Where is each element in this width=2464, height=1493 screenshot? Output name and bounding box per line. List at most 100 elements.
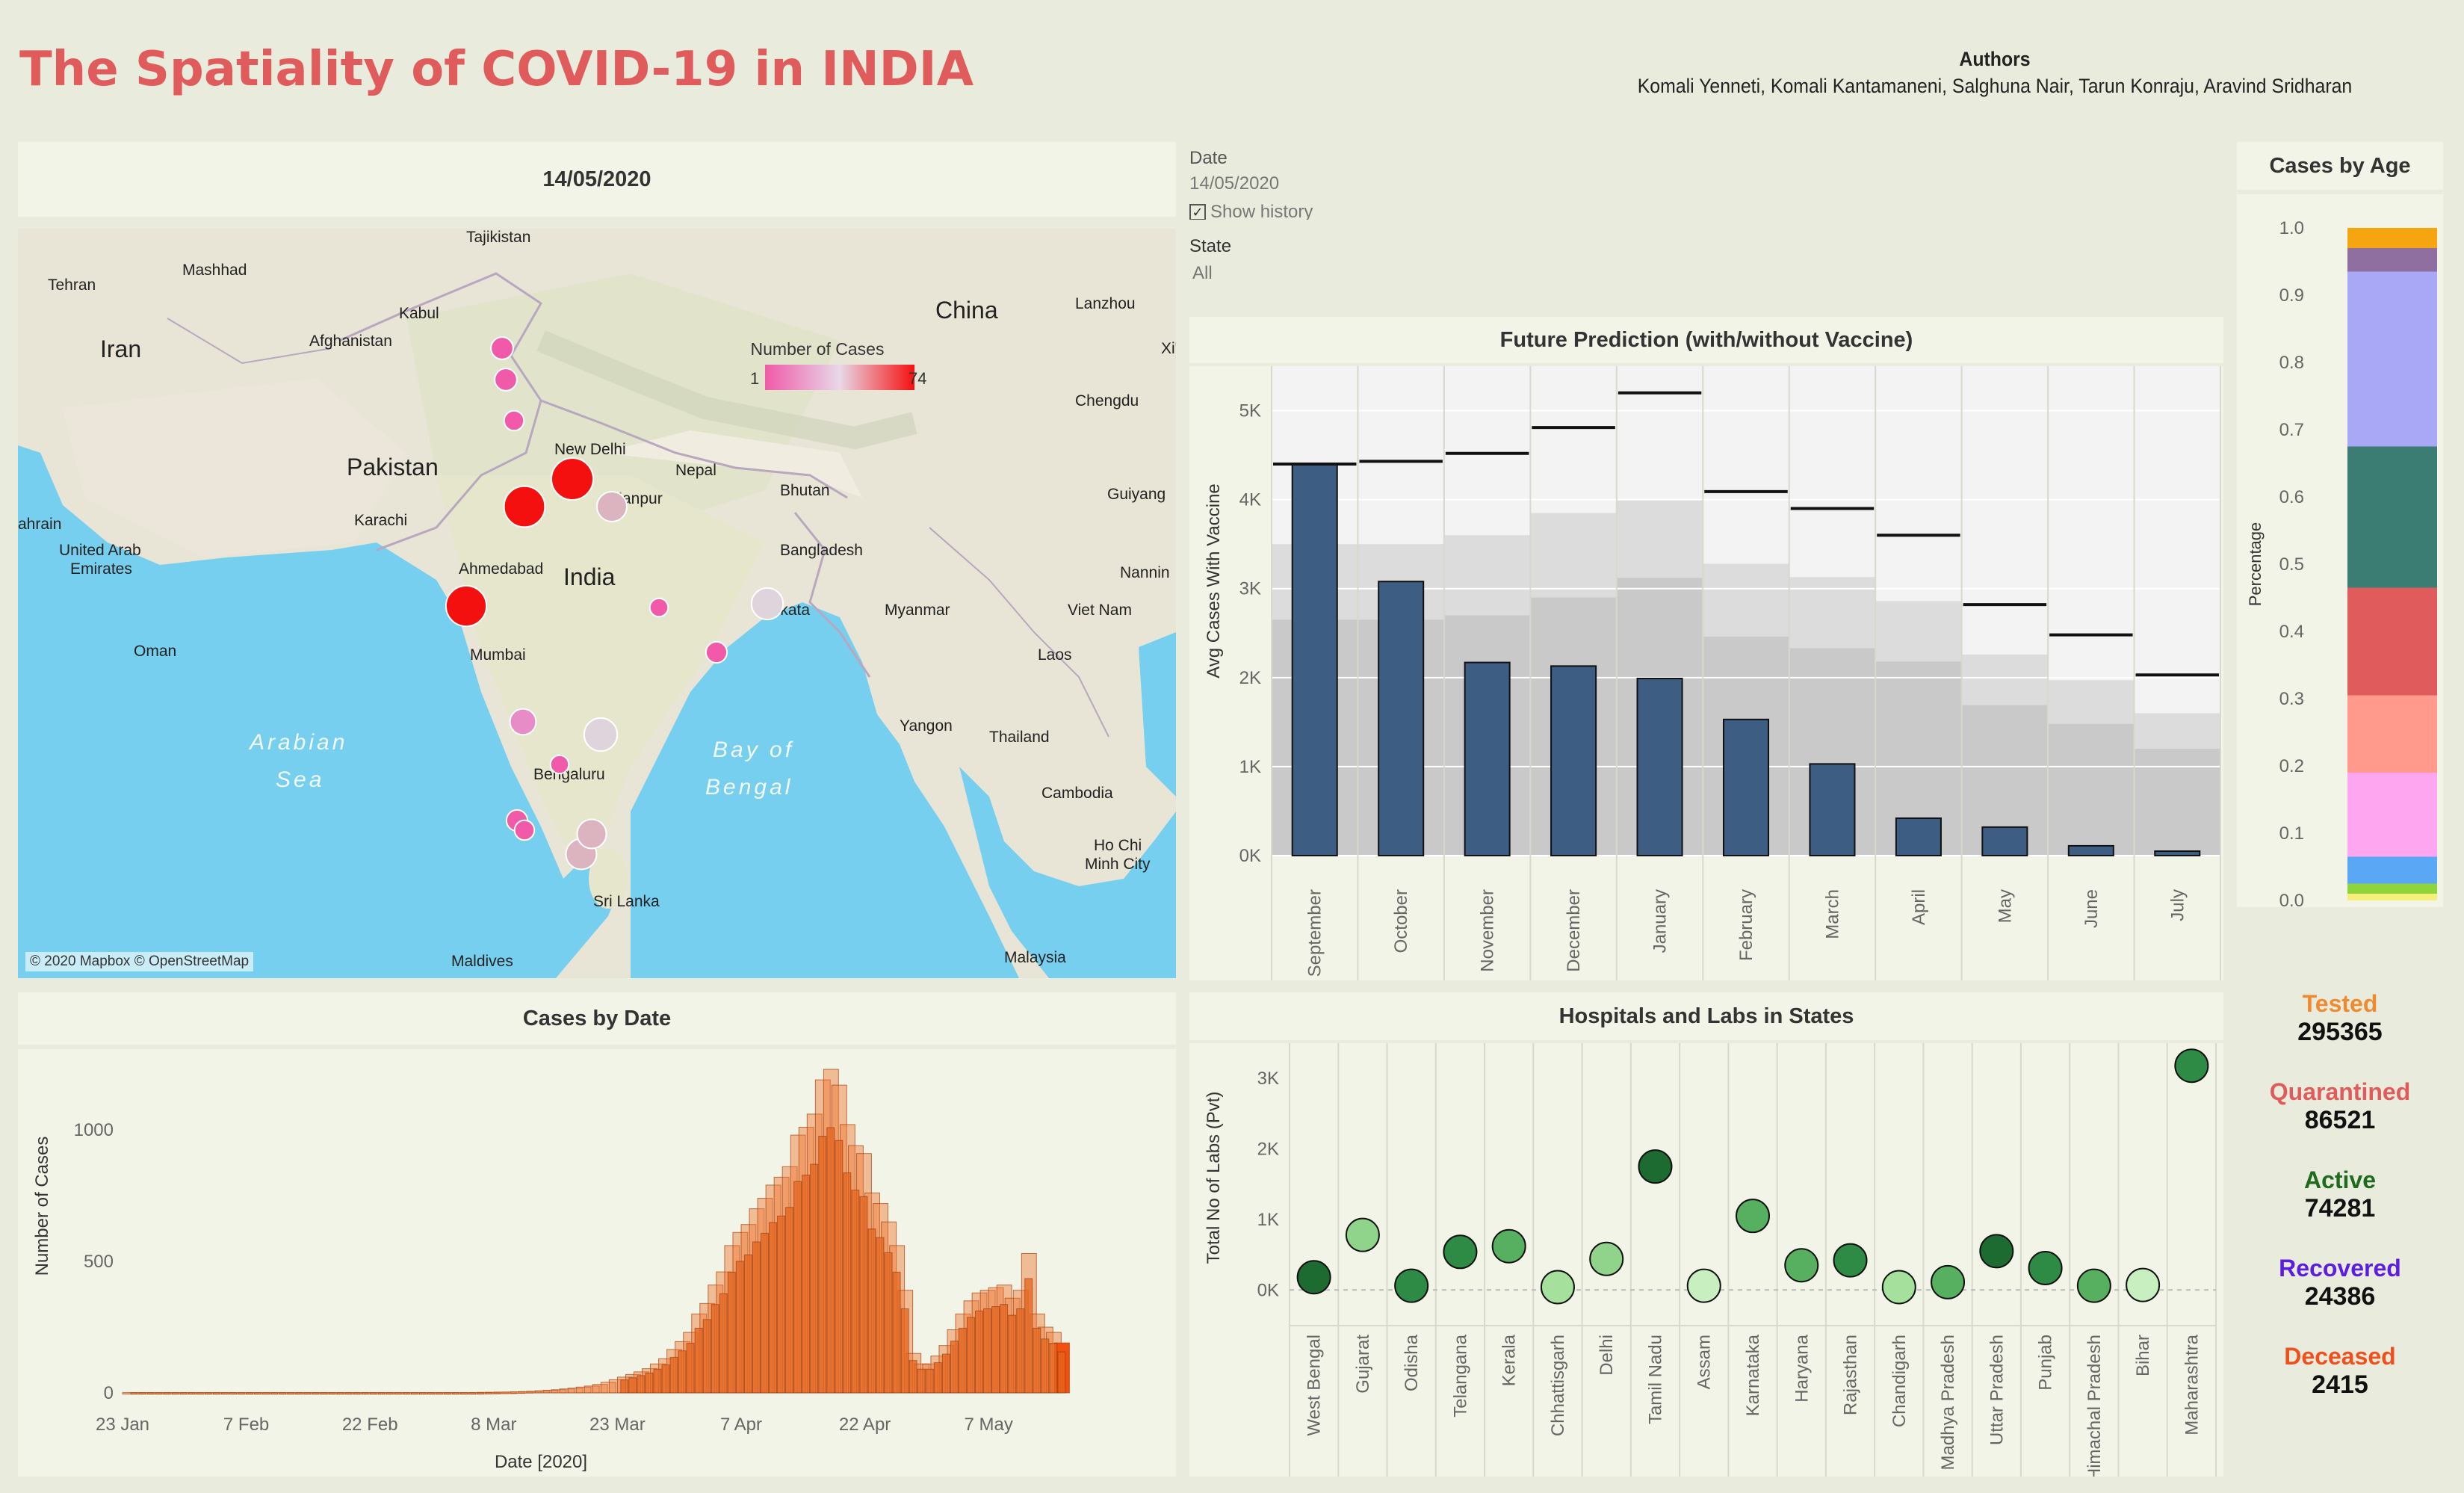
cases-bar[interactable]: [336, 1392, 353, 1395]
cases-bar-overlay[interactable]: [958, 1327, 967, 1394]
labs-point[interactable]: [1443, 1234, 1478, 1270]
labs-point[interactable]: [1394, 1268, 1429, 1303]
map-case-bubble[interactable]: [503, 409, 525, 432]
cases-bar-overlay[interactable]: [876, 1237, 885, 1394]
cases-bar-overlay[interactable]: [752, 1241, 761, 1394]
cases-bar-overlay[interactable]: [620, 1379, 629, 1394]
age-segment[interactable]: [2347, 446, 2437, 588]
map-case-bubble[interactable]: [513, 819, 536, 841]
cases-bar-overlay[interactable]: [884, 1252, 893, 1394]
labs-point[interactable]: [1491, 1228, 1526, 1264]
cases-bar-overlay[interactable]: [1016, 1308, 1025, 1394]
date-filter-value[interactable]: 14/05/2020: [1189, 173, 1280, 194]
age-segment[interactable]: [2347, 856, 2437, 884]
age-segment[interactable]: [2347, 271, 2437, 447]
cases-bar[interactable]: [592, 1384, 608, 1394]
cases-bar-overlay[interactable]: [1049, 1343, 1058, 1394]
cases-bar[interactable]: [295, 1392, 312, 1395]
prediction-bar[interactable]: [1981, 826, 2028, 857]
prediction-bar[interactable]: [1809, 763, 1856, 856]
cases-bar[interactable]: [212, 1392, 229, 1395]
map-case-bubble[interactable]: [503, 485, 546, 528]
cases-bar-overlay[interactable]: [966, 1317, 975, 1394]
labs-point[interactable]: [2028, 1251, 2063, 1286]
cases-bar-overlay[interactable]: [983, 1308, 992, 1394]
cases-bar[interactable]: [138, 1392, 155, 1395]
cases-bar-overlay[interactable]: [867, 1228, 876, 1394]
cases-bar-overlay[interactable]: [1041, 1338, 1050, 1394]
cases-bar-overlay[interactable]: [669, 1356, 678, 1394]
labs-point[interactable]: [1638, 1149, 1673, 1184]
cases-bar[interactable]: [328, 1392, 344, 1395]
cases-bar-overlay[interactable]: [892, 1271, 901, 1394]
cases-bar[interactable]: [130, 1392, 146, 1395]
cases-bar-overlay[interactable]: [933, 1362, 942, 1394]
labs-point[interactable]: [1296, 1260, 1331, 1295]
cases-bar-overlay[interactable]: [851, 1190, 860, 1394]
cases-bar[interactable]: [163, 1392, 179, 1395]
map-case-bubble[interactable]: [705, 640, 728, 664]
cases-bar-overlay[interactable]: [743, 1254, 752, 1394]
age-segment[interactable]: [2347, 883, 2437, 894]
checkbox-icon[interactable]: ✓: [1189, 204, 1206, 220]
cases-bar-overlay[interactable]: [908, 1360, 917, 1394]
cases-bar-overlay[interactable]: [719, 1293, 728, 1394]
prediction-bar[interactable]: [1895, 817, 1942, 856]
cases-bar-overlay[interactable]: [1033, 1327, 1041, 1394]
cases-bar-overlay[interactable]: [835, 1140, 843, 1394]
cases-bar[interactable]: [361, 1392, 377, 1395]
cases-bar-overlay[interactable]: [826, 1127, 835, 1394]
cases-bar-overlay[interactable]: [917, 1368, 926, 1394]
cases-bar[interactable]: [204, 1392, 220, 1395]
cases-bar[interactable]: [146, 1392, 163, 1395]
cases-bar-overlay[interactable]: [769, 1222, 777, 1394]
map-case-bubble[interactable]: [509, 708, 537, 736]
map-case-bubble[interactable]: [445, 584, 488, 628]
labs-point[interactable]: [1833, 1243, 1868, 1278]
cases-bar[interactable]: [238, 1392, 253, 1395]
cases-bar[interactable]: [246, 1392, 261, 1395]
cases-bar[interactable]: [229, 1392, 245, 1395]
cases-bar[interactable]: [567, 1388, 584, 1394]
cases-bar[interactable]: [196, 1392, 212, 1395]
age-segment[interactable]: [2347, 773, 2437, 857]
cases-bar-overlay[interactable]: [802, 1174, 811, 1394]
cases-bar-overlay[interactable]: [900, 1308, 909, 1394]
cases-bar[interactable]: [262, 1392, 279, 1395]
cases-bar-overlay[interactable]: [1000, 1304, 1009, 1394]
cases-bar-overlay[interactable]: [1008, 1314, 1017, 1394]
cases-bar-overlay[interactable]: [777, 1215, 786, 1394]
cases-bar-overlay[interactable]: [678, 1350, 687, 1394]
cases-bar[interactable]: [460, 1392, 477, 1395]
cases-bar-overlay[interactable]: [735, 1261, 744, 1394]
cases-bar-overlay[interactable]: [694, 1327, 703, 1394]
cases-bar[interactable]: [551, 1389, 567, 1394]
labs-point[interactable]: [1784, 1248, 1819, 1283]
cases-bar-overlay[interactable]: [785, 1207, 794, 1394]
cases-bar[interactable]: [444, 1392, 459, 1395]
cases-bar[interactable]: [303, 1392, 320, 1395]
age-segment[interactable]: [2347, 894, 2437, 900]
cases-bar[interactable]: [155, 1392, 171, 1395]
cases-bar[interactable]: [287, 1392, 303, 1395]
cases-bar-overlay[interactable]: [991, 1306, 1000, 1394]
cases-bar[interactable]: [254, 1392, 270, 1395]
cases-bar-overlay[interactable]: [653, 1368, 662, 1394]
labs-point[interactable]: [1345, 1217, 1380, 1252]
labs-point[interactable]: [2174, 1048, 2209, 1084]
cases-bar[interactable]: [510, 1391, 526, 1394]
prediction-bar[interactable]: [1378, 581, 1425, 856]
age-segment[interactable]: [2347, 248, 2437, 272]
cases-bar-overlay[interactable]: [637, 1375, 646, 1394]
labs-point[interactable]: [1589, 1241, 1624, 1276]
labs-point[interactable]: [1931, 1264, 1966, 1299]
cases-bar-overlay[interactable]: [859, 1196, 868, 1394]
prediction-bar[interactable]: [1291, 463, 1338, 856]
cases-bar[interactable]: [122, 1392, 138, 1395]
cases-bar[interactable]: [526, 1391, 542, 1394]
map-case-bubble[interactable]: [595, 490, 628, 523]
cases-bar[interactable]: [518, 1391, 534, 1394]
cases-bar[interactable]: [584, 1385, 600, 1394]
cases-bar[interactable]: [386, 1392, 402, 1395]
cases-bar[interactable]: [436, 1392, 451, 1395]
